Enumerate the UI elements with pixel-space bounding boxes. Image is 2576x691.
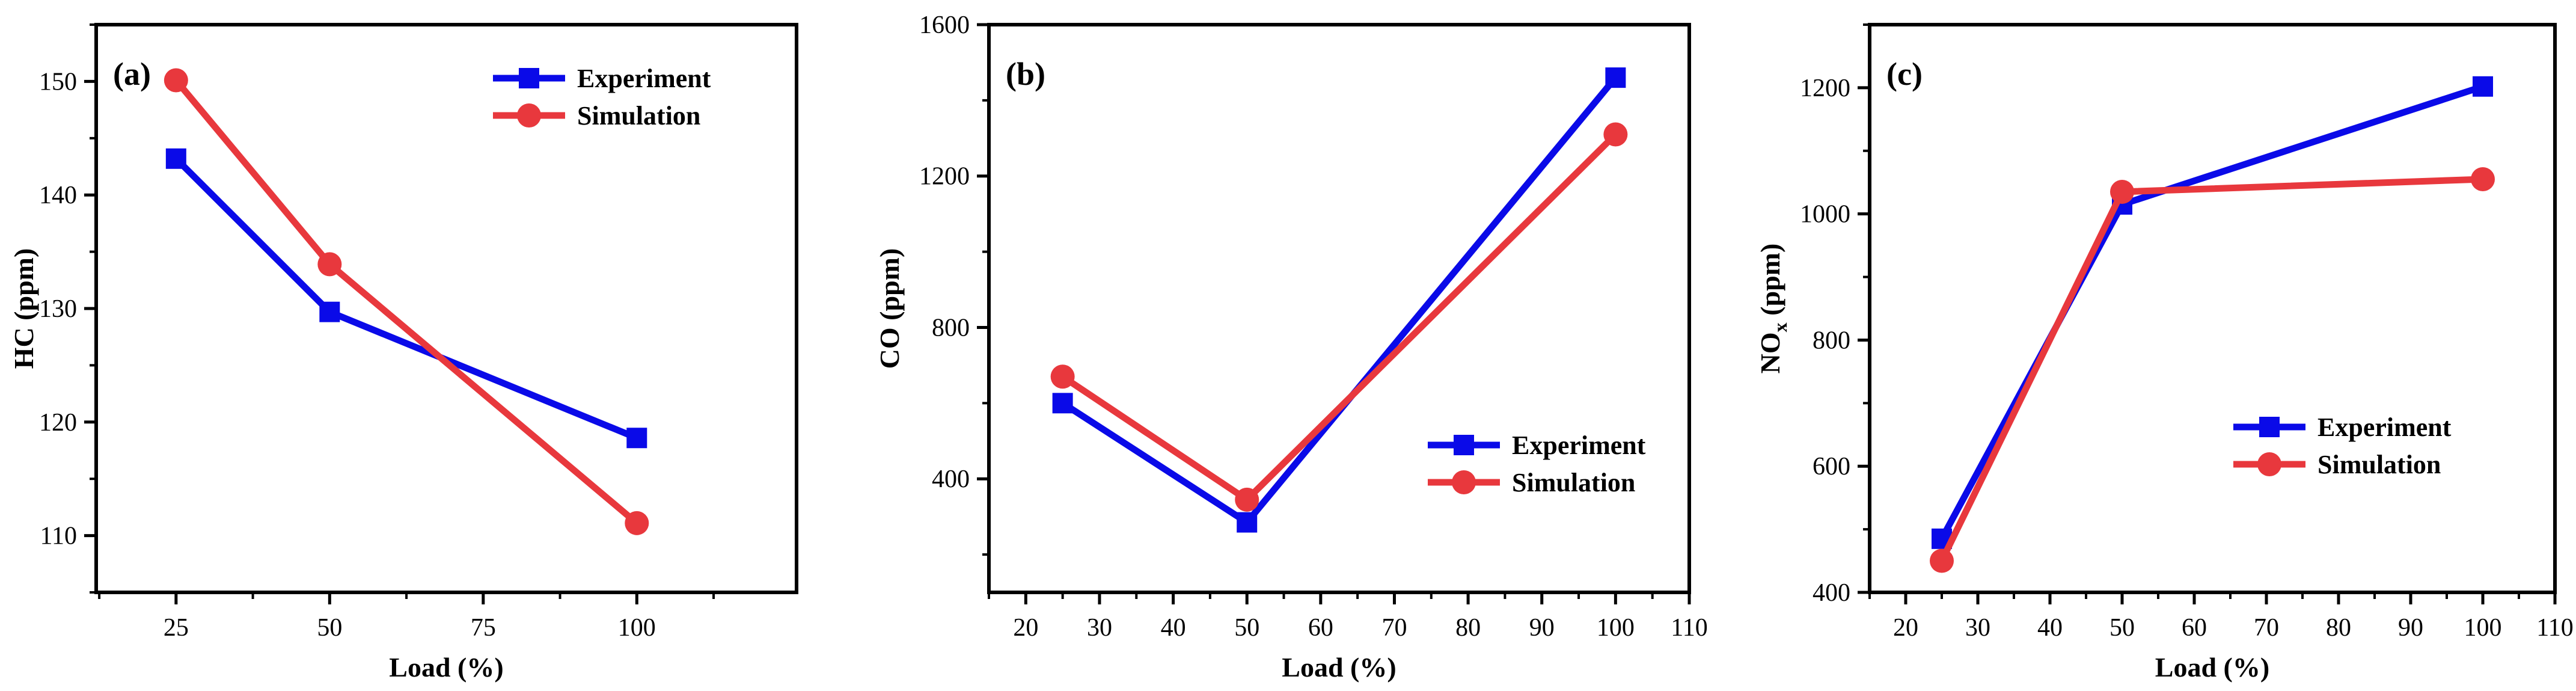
y-tick-label: 1200: [919, 163, 970, 191]
data-point-experiment: [1237, 512, 1258, 533]
x-axis-title: Load (%): [2155, 652, 2269, 683]
x-tick-label: 70: [2254, 614, 2279, 642]
x-tick-label: 60: [1308, 614, 1333, 642]
series-line-simulation: [1939, 176, 2483, 562]
legend-marker-simulation: [1452, 470, 1476, 494]
data-point-simulation: [1603, 122, 1628, 147]
x-tick-label: 70: [1381, 614, 1407, 642]
data-point-experiment: [319, 301, 340, 322]
legend-marker-simulation: [2257, 452, 2281, 476]
data-point-simulation: [2110, 179, 2134, 204]
x-tick-label: 60: [2182, 614, 2207, 642]
x-tick-label: 20: [1893, 614, 1918, 642]
chart-panel-c: 400 600 800 1000 1200 20 30 40 50 60 70 80 90 100 110 L…: [1755, 23, 2574, 683]
y-axis-title: HC (ppm): [8, 248, 39, 369]
y-tick-label: 140: [39, 182, 77, 209]
x-tick-label: 20: [1013, 614, 1038, 642]
legend-marker-simulation: [517, 103, 541, 127]
legend-marker-experiment: [1454, 435, 1474, 455]
y-tick-label: 400: [932, 465, 970, 493]
data-point-experiment: [1052, 393, 1073, 414]
y-tick-label: 800: [1813, 327, 1850, 354]
y-tick-label: 120: [39, 409, 77, 437]
data-point-simulation: [625, 511, 649, 535]
panel-label: (c): [1886, 56, 1923, 92]
x-tick-label: 30: [1965, 614, 1990, 642]
x-tick-label: 100: [1597, 614, 1635, 642]
x-tick-label: 90: [1529, 614, 1555, 642]
y-axis-title: CO (ppm): [874, 248, 905, 369]
data-point-simulation: [317, 252, 342, 277]
y-tick-label: 1000: [1800, 201, 1850, 229]
y-tick-label: 800: [932, 314, 970, 342]
x-tick-label: 40: [1161, 614, 1186, 642]
x-tick-label: 110: [1671, 614, 1707, 642]
legend-entry-simulation: Simulation: [1512, 468, 1635, 497]
data-point-experiment: [165, 148, 186, 169]
legend-entry-experiment: Experiment: [2317, 413, 2452, 442]
x-tick-label: 110: [2536, 614, 2573, 642]
y-tick-label: 130: [39, 295, 77, 323]
legend-marker-experiment: [519, 68, 539, 88]
chart-panel-b: 400 800 1200 1600 20 30 40 50 60 70 80 90 100 110 Load…: [874, 11, 1708, 683]
y-tick-label: 400: [1813, 579, 1850, 607]
x-tick-label: 40: [2037, 614, 2063, 642]
y-tick-label: 150: [39, 68, 77, 96]
data-point-simulation: [2471, 167, 2495, 191]
plot-frame: [1868, 23, 2557, 594]
x-tick-label: 80: [1455, 614, 1481, 642]
x-tick-label: 100: [2464, 614, 2502, 642]
x-tick-label: 100: [618, 614, 656, 642]
panel-label: (b): [1006, 56, 1045, 92]
x-axis-title: Load (%): [389, 652, 503, 683]
series-line-simulation: [173, 78, 639, 526]
data-point-simulation: [1235, 487, 1259, 512]
data-point-simulation: [164, 68, 188, 93]
data-point-experiment: [1605, 67, 1626, 88]
legend-marker-experiment: [2259, 417, 2280, 437]
series-line-experiment: [173, 156, 638, 441]
x-tick-label: 90: [2398, 614, 2423, 642]
y-tick-label: 110: [40, 523, 77, 550]
legend-entry-simulation: Simulation: [577, 101, 700, 131]
data-point-experiment: [626, 428, 647, 449]
x-tick-label: 50: [317, 614, 342, 642]
x-tick-label: 50: [1234, 614, 1259, 642]
x-tick-label: 30: [1087, 614, 1112, 642]
legend-entry-experiment: Experiment: [1512, 431, 1646, 460]
legend-entry-experiment: Experiment: [577, 64, 711, 93]
legend-entry-simulation: Simulation: [2317, 450, 2441, 479]
legend: Experiment Simulation: [493, 64, 711, 131]
y-axis-title: NOx (ppm): [1755, 244, 1791, 374]
x-tick-label: 80: [2326, 614, 2351, 642]
y-tick-label: 600: [1813, 453, 1850, 481]
panel-label: (a): [113, 56, 151, 92]
x-tick-label: 50: [2109, 614, 2135, 642]
chart-panel-a: 110 120 130 140 150 25 50 75 100 Load (%) HC (ppm)…: [8, 23, 798, 683]
x-tick-label: 25: [164, 614, 189, 642]
legend: Experiment Simulation: [1428, 431, 1646, 497]
data-point-experiment: [2473, 76, 2493, 97]
plot-frame: [987, 23, 1691, 594]
data-point-simulation: [1930, 548, 1954, 573]
x-axis-title: Load (%): [1282, 652, 1396, 683]
y-tick-label: 1600: [919, 11, 970, 39]
data-point-simulation: [1050, 364, 1075, 389]
legend: Experiment Simulation: [2233, 413, 2452, 479]
x-tick-label: 75: [471, 614, 496, 642]
y-tick-label: 1200: [1800, 75, 1850, 102]
